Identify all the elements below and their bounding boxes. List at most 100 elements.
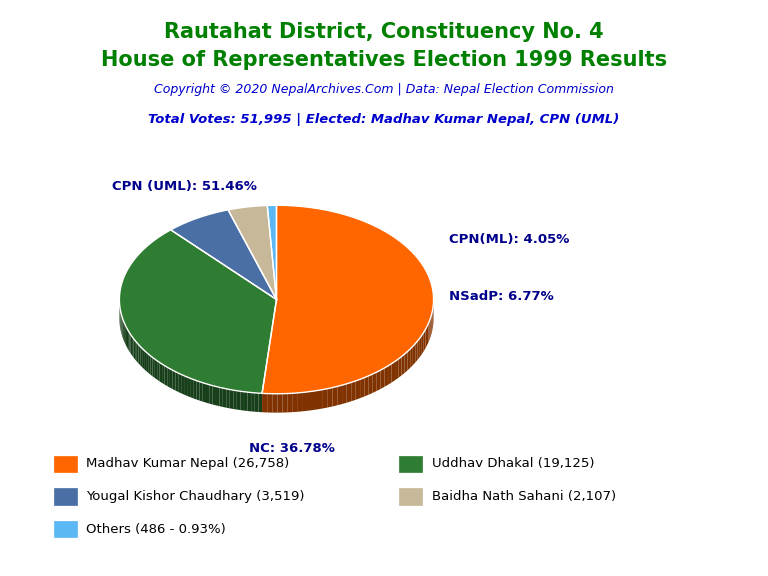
Polygon shape — [155, 359, 157, 380]
Polygon shape — [181, 374, 184, 395]
Polygon shape — [262, 205, 434, 394]
Polygon shape — [127, 328, 128, 350]
Polygon shape — [267, 205, 276, 300]
Polygon shape — [197, 381, 200, 400]
Polygon shape — [157, 361, 160, 381]
Polygon shape — [170, 210, 276, 300]
Text: Others (486 - 0.93%): Others (486 - 0.93%) — [86, 523, 226, 536]
Polygon shape — [203, 382, 206, 403]
Polygon shape — [138, 344, 141, 365]
Text: NC: 36.78%: NC: 36.78% — [250, 442, 335, 455]
Polygon shape — [153, 358, 155, 378]
Polygon shape — [424, 329, 425, 351]
Polygon shape — [360, 378, 364, 398]
Polygon shape — [142, 348, 144, 369]
Polygon shape — [200, 382, 203, 401]
Text: Yougal Kishor Chaudhary (3,519): Yougal Kishor Chaudhary (3,519) — [86, 490, 305, 503]
Polygon shape — [160, 362, 162, 383]
Text: CPN(ML): 4.05%: CPN(ML): 4.05% — [449, 233, 570, 247]
Polygon shape — [308, 391, 313, 411]
Polygon shape — [244, 392, 247, 411]
Text: House of Representatives Election 1999 Results: House of Representatives Election 1999 R… — [101, 51, 667, 70]
Polygon shape — [288, 393, 293, 412]
Polygon shape — [420, 335, 422, 357]
Polygon shape — [187, 377, 190, 397]
Polygon shape — [126, 327, 127, 347]
Polygon shape — [227, 389, 230, 408]
Polygon shape — [240, 391, 244, 411]
Polygon shape — [364, 376, 369, 396]
Polygon shape — [190, 378, 194, 398]
Polygon shape — [151, 356, 153, 376]
Polygon shape — [148, 354, 151, 374]
Polygon shape — [369, 374, 372, 395]
Polygon shape — [346, 382, 351, 403]
Polygon shape — [213, 385, 216, 406]
Polygon shape — [167, 367, 170, 388]
Polygon shape — [194, 380, 197, 399]
Polygon shape — [184, 376, 187, 396]
Polygon shape — [125, 324, 126, 345]
Polygon shape — [220, 387, 223, 407]
Text: Copyright © 2020 NepalArchives.Com | Data: Nepal Election Commission: Copyright © 2020 NepalArchives.Com | Dat… — [154, 83, 614, 96]
Polygon shape — [356, 380, 360, 400]
Polygon shape — [228, 206, 276, 300]
Text: Rautahat District, Constituency No. 4: Rautahat District, Constituency No. 4 — [164, 22, 604, 41]
Polygon shape — [128, 331, 129, 351]
Text: CPN (UML): 51.46%: CPN (UML): 51.46% — [111, 180, 257, 193]
Text: Total Votes: 51,995 | Elected: Madhav Kumar Nepal, CPN (UML): Total Votes: 51,995 | Elected: Madhav Ku… — [148, 113, 620, 126]
Polygon shape — [251, 392, 255, 412]
Polygon shape — [131, 335, 132, 355]
Polygon shape — [233, 390, 237, 410]
Polygon shape — [313, 391, 318, 410]
Polygon shape — [277, 394, 283, 412]
Text: Uddhav Dhakal (19,125): Uddhav Dhakal (19,125) — [432, 457, 594, 470]
Polygon shape — [173, 370, 175, 391]
Bar — [54, 488, 77, 505]
Polygon shape — [247, 392, 251, 411]
Polygon shape — [170, 369, 173, 389]
Polygon shape — [164, 366, 167, 386]
Polygon shape — [123, 320, 124, 341]
Polygon shape — [303, 392, 308, 411]
Polygon shape — [381, 368, 385, 389]
Polygon shape — [135, 340, 137, 362]
Polygon shape — [262, 393, 267, 412]
Polygon shape — [328, 388, 333, 407]
Polygon shape — [267, 393, 273, 412]
Polygon shape — [206, 384, 209, 404]
Polygon shape — [388, 363, 392, 385]
Bar — [54, 521, 77, 537]
Polygon shape — [134, 339, 135, 359]
Polygon shape — [216, 386, 220, 406]
Polygon shape — [209, 385, 213, 404]
Polygon shape — [146, 352, 148, 373]
Polygon shape — [318, 389, 323, 410]
Polygon shape — [392, 361, 395, 382]
Bar — [399, 488, 422, 505]
Polygon shape — [144, 350, 146, 371]
Polygon shape — [337, 385, 342, 406]
Polygon shape — [298, 392, 303, 412]
Polygon shape — [323, 389, 328, 408]
Polygon shape — [425, 327, 427, 348]
Polygon shape — [408, 349, 410, 370]
Polygon shape — [385, 366, 388, 387]
Text: Madhav Kumar Nepal (26,758): Madhav Kumar Nepal (26,758) — [86, 457, 290, 470]
Polygon shape — [175, 372, 178, 392]
Polygon shape — [119, 230, 276, 393]
Polygon shape — [162, 364, 164, 385]
Polygon shape — [141, 347, 142, 367]
Polygon shape — [351, 381, 356, 401]
Polygon shape — [137, 343, 138, 363]
Polygon shape — [427, 324, 429, 346]
Polygon shape — [399, 357, 402, 378]
Text: NSadP: 6.77%: NSadP: 6.77% — [449, 290, 554, 303]
Polygon shape — [415, 341, 418, 362]
Polygon shape — [237, 391, 240, 410]
Bar — [399, 456, 422, 472]
Polygon shape — [342, 384, 346, 404]
Polygon shape — [293, 393, 298, 412]
Polygon shape — [230, 389, 233, 409]
Polygon shape — [178, 373, 181, 393]
